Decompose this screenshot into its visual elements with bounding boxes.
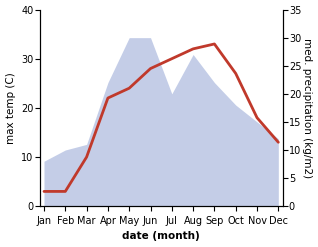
Y-axis label: max temp (C): max temp (C) [5, 72, 16, 144]
Y-axis label: med. precipitation (kg/m2): med. precipitation (kg/m2) [302, 38, 313, 178]
X-axis label: date (month): date (month) [122, 231, 200, 242]
